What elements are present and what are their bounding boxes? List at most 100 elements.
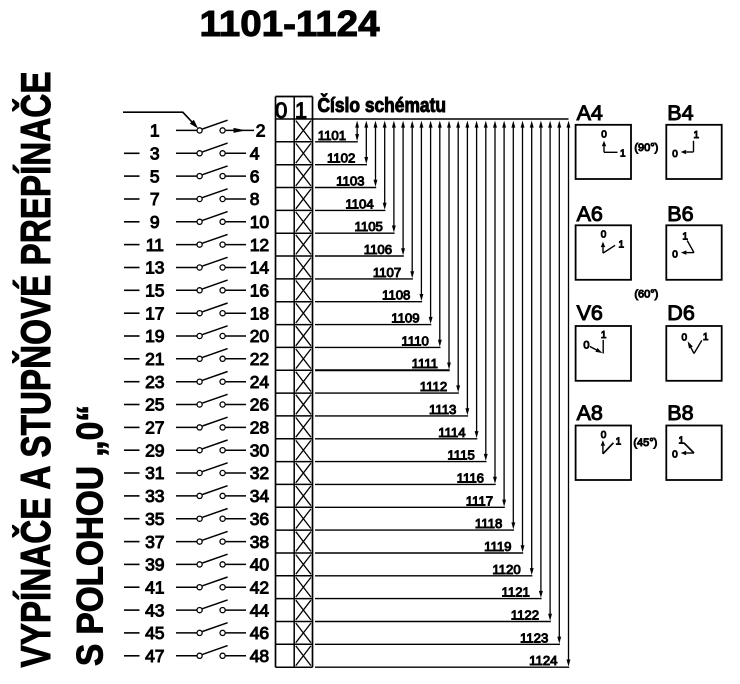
svg-text:1: 1 <box>682 232 688 243</box>
svg-text:VYPÍNAČE A STUPŇOVÉ PREPÍNAČE: VYPÍNAČE A STUPŇOVÉ PREPÍNAČE <box>12 71 59 667</box>
svg-text:1: 1 <box>295 98 307 123</box>
svg-text:0: 0 <box>601 130 607 141</box>
svg-text:44: 44 <box>250 600 270 620</box>
svg-text:S POLOHOU „0“: S POLOHOU „0“ <box>69 405 111 666</box>
svg-text:31: 31 <box>145 463 164 483</box>
svg-text:6: 6 <box>250 166 260 186</box>
svg-text:10: 10 <box>250 212 270 232</box>
svg-text:26: 26 <box>250 395 269 415</box>
svg-text:13: 13 <box>145 258 164 278</box>
svg-text:D6: D6 <box>667 301 695 325</box>
svg-text:46: 46 <box>250 623 269 643</box>
svg-text:1115: 1115 <box>447 448 474 463</box>
svg-text:22: 22 <box>250 349 269 369</box>
svg-text:35: 35 <box>145 509 164 529</box>
svg-text:1: 1 <box>616 437 622 448</box>
svg-text:1107: 1107 <box>373 265 401 280</box>
svg-text:47: 47 <box>145 646 164 666</box>
svg-text:1: 1 <box>679 435 685 446</box>
svg-text:V6: V6 <box>577 301 603 325</box>
svg-text:1101: 1101 <box>318 128 346 143</box>
svg-text:1: 1 <box>694 130 700 141</box>
svg-text:0: 0 <box>682 333 688 344</box>
svg-text:15: 15 <box>145 281 164 301</box>
svg-text:20: 20 <box>250 326 270 346</box>
svg-text:34: 34 <box>250 486 270 506</box>
svg-text:19: 19 <box>145 326 164 346</box>
svg-text:17: 17 <box>145 303 164 323</box>
svg-text:1: 1 <box>703 332 709 343</box>
svg-text:1101-1124: 1101-1124 <box>200 3 380 44</box>
svg-text:1105: 1105 <box>355 219 383 234</box>
svg-text:1124: 1124 <box>529 653 557 668</box>
svg-text:27: 27 <box>145 418 164 438</box>
svg-text:48: 48 <box>250 646 269 666</box>
svg-text:1118: 1118 <box>475 516 502 531</box>
svg-text:9: 9 <box>150 212 160 232</box>
svg-text:(90°): (90°) <box>634 142 658 154</box>
svg-text:(45°): (45°) <box>633 437 657 449</box>
svg-text:0: 0 <box>583 339 589 351</box>
svg-text:1108: 1108 <box>382 288 410 303</box>
svg-text:B8: B8 <box>667 401 693 425</box>
svg-text:36: 36 <box>250 509 269 529</box>
svg-text:41: 41 <box>145 577 164 597</box>
svg-text:42: 42 <box>250 577 269 597</box>
svg-text:1117: 1117 <box>466 493 493 508</box>
svg-text:A8: A8 <box>577 401 603 425</box>
svg-text:12: 12 <box>250 235 269 255</box>
svg-text:1102: 1102 <box>327 151 355 166</box>
svg-text:25: 25 <box>145 395 164 415</box>
svg-text:0: 0 <box>601 230 607 241</box>
svg-text:45: 45 <box>145 623 164 643</box>
svg-text:40: 40 <box>250 555 270 575</box>
svg-text:43: 43 <box>145 600 164 620</box>
svg-text:0: 0 <box>672 149 678 160</box>
svg-text:B4: B4 <box>667 101 693 125</box>
svg-text:1120: 1120 <box>492 562 520 577</box>
svg-text:7: 7 <box>150 189 160 209</box>
svg-text:38: 38 <box>250 532 269 552</box>
svg-text:30: 30 <box>250 440 270 460</box>
svg-text:1: 1 <box>601 330 607 341</box>
svg-text:1119: 1119 <box>484 539 511 554</box>
svg-text:1123: 1123 <box>520 630 548 645</box>
svg-text:1103: 1103 <box>336 174 364 189</box>
svg-text:4: 4 <box>250 144 260 164</box>
svg-text:33: 33 <box>145 486 164 506</box>
svg-text:B6: B6 <box>667 202 693 226</box>
svg-text:1109: 1109 <box>391 311 419 326</box>
svg-text:16: 16 <box>250 281 269 301</box>
svg-text:A6: A6 <box>577 202 603 226</box>
svg-text:0: 0 <box>672 449 678 460</box>
svg-text:14: 14 <box>250 258 270 278</box>
svg-text:1106: 1106 <box>364 242 392 257</box>
svg-text:5: 5 <box>150 166 160 186</box>
svg-text:0: 0 <box>672 250 678 261</box>
svg-text:1116: 1116 <box>457 470 484 485</box>
svg-text:1111: 1111 <box>412 356 438 371</box>
svg-text:0: 0 <box>275 98 287 123</box>
svg-text:21: 21 <box>145 349 164 369</box>
svg-text:29: 29 <box>145 440 164 460</box>
svg-text:Číslo schématu: Číslo schématu <box>318 93 447 117</box>
svg-text:1110: 1110 <box>401 333 428 348</box>
svg-text:(60°): (60°) <box>634 289 658 301</box>
svg-text:2: 2 <box>256 121 266 141</box>
svg-text:1: 1 <box>150 121 160 141</box>
svg-text:1: 1 <box>620 148 626 159</box>
svg-text:1104: 1104 <box>345 196 373 211</box>
svg-text:1113: 1113 <box>429 402 456 417</box>
svg-text:18: 18 <box>250 303 269 323</box>
svg-text:1: 1 <box>619 240 625 251</box>
svg-text:A4: A4 <box>577 101 603 125</box>
svg-text:1122: 1122 <box>511 608 539 623</box>
svg-text:1114: 1114 <box>438 425 465 440</box>
svg-text:32: 32 <box>250 463 269 483</box>
svg-text:1112: 1112 <box>420 379 447 394</box>
svg-text:1121: 1121 <box>502 585 530 600</box>
svg-text:28: 28 <box>250 418 269 438</box>
svg-text:8: 8 <box>250 189 260 209</box>
svg-text:23: 23 <box>145 372 164 392</box>
svg-text:11: 11 <box>146 235 164 255</box>
